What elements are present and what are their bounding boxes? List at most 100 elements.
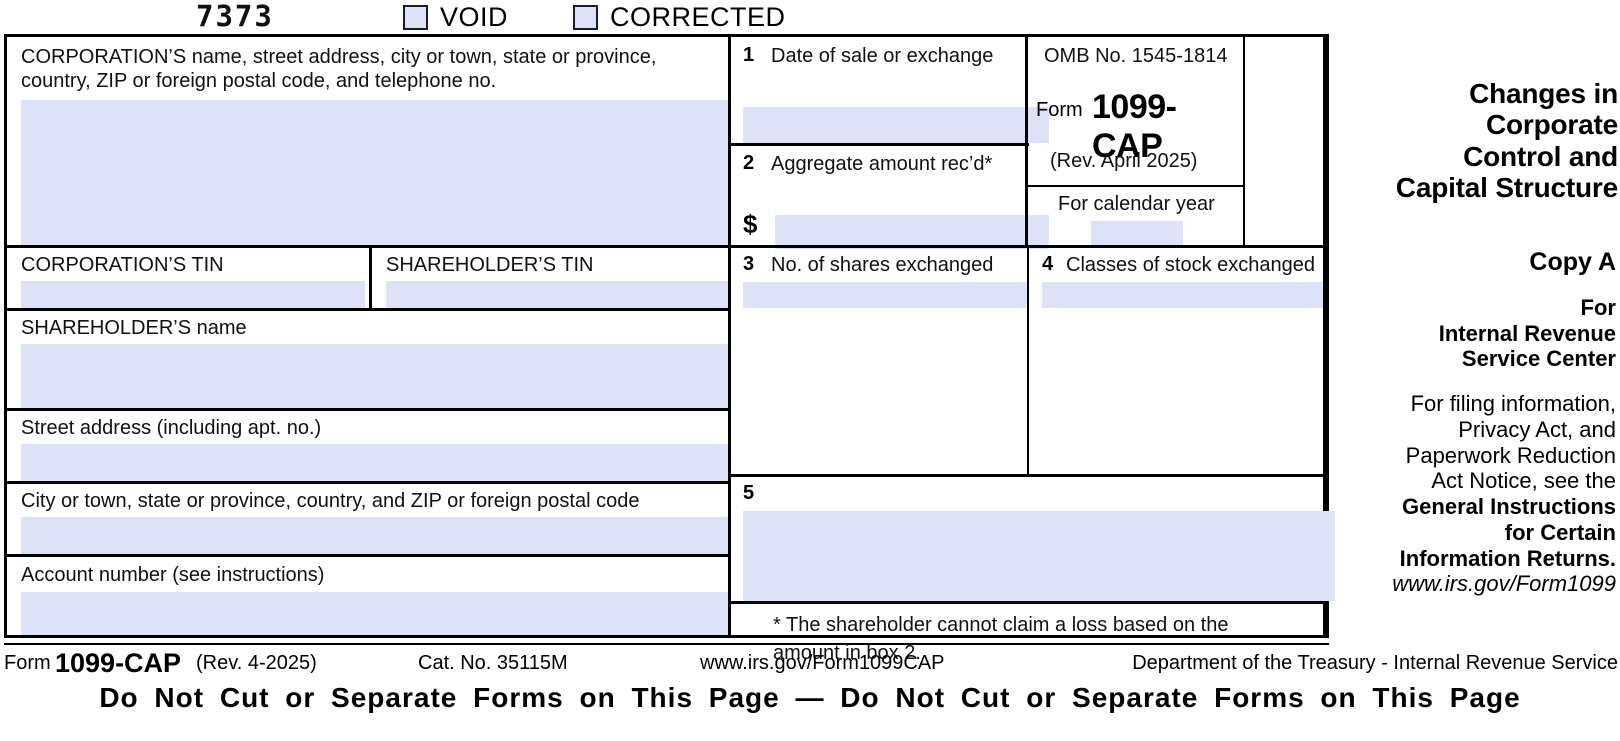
copy-a-body-line-1: For filing information, <box>1410 391 1616 417</box>
form-title-line-2: Corporate <box>1486 109 1618 141</box>
form-title-line-4: Capital Structure <box>1395 172 1618 204</box>
street-address-label: Street address (including apt. no.) <box>21 417 322 439</box>
shareholder-tin-label: SHAREHOLDER’S TIN <box>386 254 594 276</box>
corporation-block[interactable]: CORPORATION’S name, street address, city… <box>7 37 728 245</box>
box-2-label: Aggregate amount rec’d* <box>771 153 993 175</box>
omb-block: OMB No. 1545-1814 Form 1099-CAP (Rev. Ap… <box>1028 37 1242 185</box>
footer-top-rule <box>4 643 1329 645</box>
omb-number-label: OMB No. 1545-1814 <box>1044 45 1228 67</box>
account-number-label: Account number (see instructions) <box>21 564 325 586</box>
city-cell[interactable]: City or town, state or province, country… <box>7 484 728 554</box>
city-field[interactable] <box>21 517 728 554</box>
do-not-cut-notice: Do Not Cut or Separate Forms on This Pag… <box>99 682 1521 713</box>
corporation-tin-label: CORPORATION’S TIN <box>21 254 224 276</box>
footer-url[interactable]: www.irs.gov/Form1099CAP <box>700 652 945 674</box>
footnote-line-1: * The shareholder cannot claim a loss ba… <box>773 614 1229 636</box>
shareholder-tin-field[interactable] <box>386 281 728 308</box>
box-4[interactable]: 4 Classes of stock exchanged <box>1030 248 1323 474</box>
footer-catalog-number: Cat. No. 35115M <box>418 652 568 674</box>
divider-box-3-4 <box>1027 248 1029 474</box>
box-5-number: 5 <box>743 482 755 504</box>
box-2-field[interactable] <box>775 215 1049 249</box>
corrected-checkbox[interactable] <box>573 5 598 30</box>
footnote-line-2: amount in box 2. <box>773 642 921 664</box>
omb-revision: (Rev. April 2025) <box>1050 150 1198 172</box>
divider-left-column <box>728 37 731 635</box>
rule-below-tin <box>7 308 728 311</box>
box-3[interactable]: 3 No. of shares exchanged <box>731 248 1027 474</box>
corrected-label: CORRECTED <box>610 2 786 32</box>
city-label: City or town, state or province, country… <box>21 490 640 512</box>
copy-a-title: Copy A <box>1529 248 1616 276</box>
box-5-field[interactable] <box>743 511 1335 601</box>
box-2-number: 2 <box>743 152 755 174</box>
copy-a-body-line-3: Paperwork Reduction <box>1405 442 1616 468</box>
form-control-number: 7373 <box>196 0 274 33</box>
calendar-year-field[interactable] <box>1091 221 1183 245</box>
copy-a-for: For <box>1580 295 1616 320</box>
rule-below-city <box>7 554 728 557</box>
box-3-label: No. of shares exchanged <box>771 254 994 276</box>
rule-below-box-3-4 <box>731 474 1323 477</box>
calendar-year-label: For calendar year <box>1058 193 1215 215</box>
rule-below-box-2 <box>731 245 1323 248</box>
box-1-label: Date of sale or exchange <box>771 45 994 67</box>
top-header-strip: 7373 VOID CORRECTED <box>0 0 1620 34</box>
tin-row: CORPORATION’S TIN SHAREHOLDER’S TIN <box>7 248 728 308</box>
box-2[interactable]: 2 Aggregate amount rec’d* $ <box>731 146 1049 249</box>
copy-a-bold-line-3: Information Returns. <box>1399 545 1616 571</box>
footer-form-name: 1099-CAP <box>55 648 182 678</box>
shareholder-name-field[interactable] <box>21 344 728 408</box>
rule-below-box-5 <box>731 601 1323 604</box>
box-4-field[interactable] <box>1042 282 1323 308</box>
form-title-line-3: Control and <box>1463 140 1618 172</box>
copy-a-url[interactable]: www.irs.gov/Form1099 <box>1392 571 1616 597</box>
copy-a-body-line-2: Privacy Act, and <box>1458 416 1616 442</box>
shareholder-name-label: SHAREHOLDER’S name <box>21 317 247 339</box>
box-1-field[interactable] <box>743 107 1049 143</box>
copy-a-bold-line-1: General Instructions <box>1402 494 1616 520</box>
corrected-checkbox-group[interactable]: CORRECTED <box>573 2 786 33</box>
copy-a-body-line-4: Act Notice, see the <box>1431 468 1616 494</box>
divider-omb-right <box>1243 37 1245 248</box>
box-4-label: Classes of stock exchanged <box>1066 254 1316 276</box>
rule-below-street-address <box>7 481 728 484</box>
void-checkbox-group[interactable]: VOID <box>403 2 508 33</box>
street-address-cell[interactable]: Street address (including apt. no.) <box>7 411 728 481</box>
box-3-number: 3 <box>743 253 755 275</box>
footer-revision: (Rev. 4-2025) <box>196 652 317 674</box>
void-checkbox[interactable] <box>403 5 428 30</box>
rule-below-box-1 <box>731 143 1029 146</box>
box-4-number: 4 <box>1042 253 1054 275</box>
footnote-block: * The shareholder cannot claim a loss ba… <box>731 604 1323 664</box>
footer-form-word: Form <box>4 652 51 674</box>
box-1[interactable]: 1 Date of sale or exchange <box>731 37 1049 143</box>
box-2-currency-symbol: $ <box>743 209 758 239</box>
box-5[interactable]: 5 <box>731 477 1335 601</box>
corporation-block-label: CORPORATION’S name, street address, city… <box>21 46 657 92</box>
corporation-tin-cell[interactable]: CORPORATION’S TIN <box>7 248 369 308</box>
shareholder-name-cell[interactable]: SHAREHOLDER’S name <box>7 311 728 408</box>
divider-right-column <box>1323 37 1326 635</box>
calendar-year-block[interactable]: For calendar year <box>1028 187 1242 247</box>
street-address-field[interactable] <box>21 444 728 481</box>
rule-below-corporation-block <box>7 245 728 248</box>
omb-form-word: Form <box>1036 99 1083 121</box>
copy-a-recipient-line-1: Internal Revenue <box>1438 320 1616 346</box>
account-number-field[interactable] <box>21 592 728 635</box>
shareholder-tin-cell[interactable]: SHAREHOLDER’S TIN <box>372 248 728 308</box>
void-label: VOID <box>440 2 509 32</box>
footer-department: Department of the Treasury - Internal Re… <box>1132 652 1618 674</box>
form-grid: CORPORATION’S name, street address, city… <box>4 34 1335 664</box>
omb-form-name: 1099-CAP <box>1092 88 1177 165</box>
copy-a-recipient-line-2: Service Center <box>1461 346 1616 372</box>
box-3-field[interactable] <box>743 282 1027 308</box>
divider-tin <box>369 248 372 308</box>
corporation-block-field[interactable] <box>21 100 728 245</box>
corporation-tin-field[interactable] <box>21 281 365 308</box>
account-number-cell[interactable]: Account number (see instructions) <box>7 557 728 635</box>
divider-omb-column <box>1025 37 1028 248</box>
box-1-number: 1 <box>743 44 755 66</box>
rule-below-shareholder-name <box>7 408 728 411</box>
